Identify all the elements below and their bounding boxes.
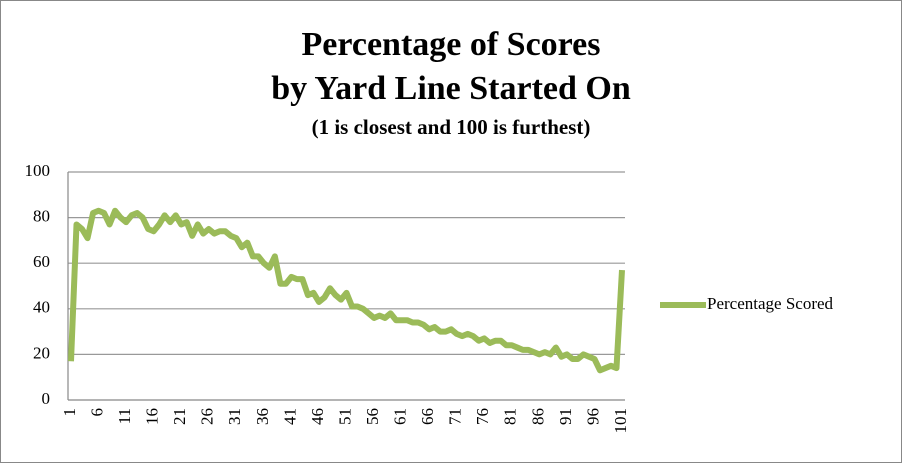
chart-title: Percentage of Scores (302, 26, 601, 63)
y-tick-label: 100 (25, 161, 51, 180)
x-tick-label: 81 (501, 408, 520, 425)
x-tick-label: 56 (363, 408, 382, 425)
x-tick-label: 51 (335, 408, 354, 425)
x-tick-label: 101 (611, 408, 630, 434)
x-tick-label: 46 (308, 408, 327, 425)
x-tick-label: 61 (391, 408, 410, 425)
y-tick-label: 60 (33, 252, 50, 271)
x-tick-label: 6 (87, 408, 106, 417)
x-tick-label: 66 (418, 408, 437, 425)
x-tick-label: 86 (528, 408, 547, 425)
x-tick-label: 26 (198, 408, 217, 425)
chart-subtitle: (1 is closest and 100 is furthest) (312, 115, 591, 139)
y-tick-label: 20 (33, 343, 50, 362)
x-tick-label: 91 (556, 408, 575, 425)
y-tick-label: 0 (42, 389, 51, 408)
x-tick-label: 96 (583, 408, 602, 425)
x-tick-label: 1 (60, 408, 79, 417)
x-tick-label: 71 (446, 408, 465, 425)
y-tick-label: 80 (33, 207, 50, 226)
chart-title: by Yard Line Started On (271, 70, 631, 107)
data-line (68, 207, 625, 374)
y-tick-label: 40 (33, 298, 50, 317)
x-tick-label: 41 (280, 408, 299, 425)
x-tick-label: 31 (225, 408, 244, 425)
x-tick-label: 76 (473, 408, 492, 425)
x-tick-label: 21 (170, 408, 189, 425)
x-tick-label: 36 (253, 408, 272, 425)
legend-label: Percentage Scored (707, 294, 834, 313)
x-tick-label: 16 (143, 408, 162, 425)
x-tick-label: 11 (115, 408, 134, 424)
